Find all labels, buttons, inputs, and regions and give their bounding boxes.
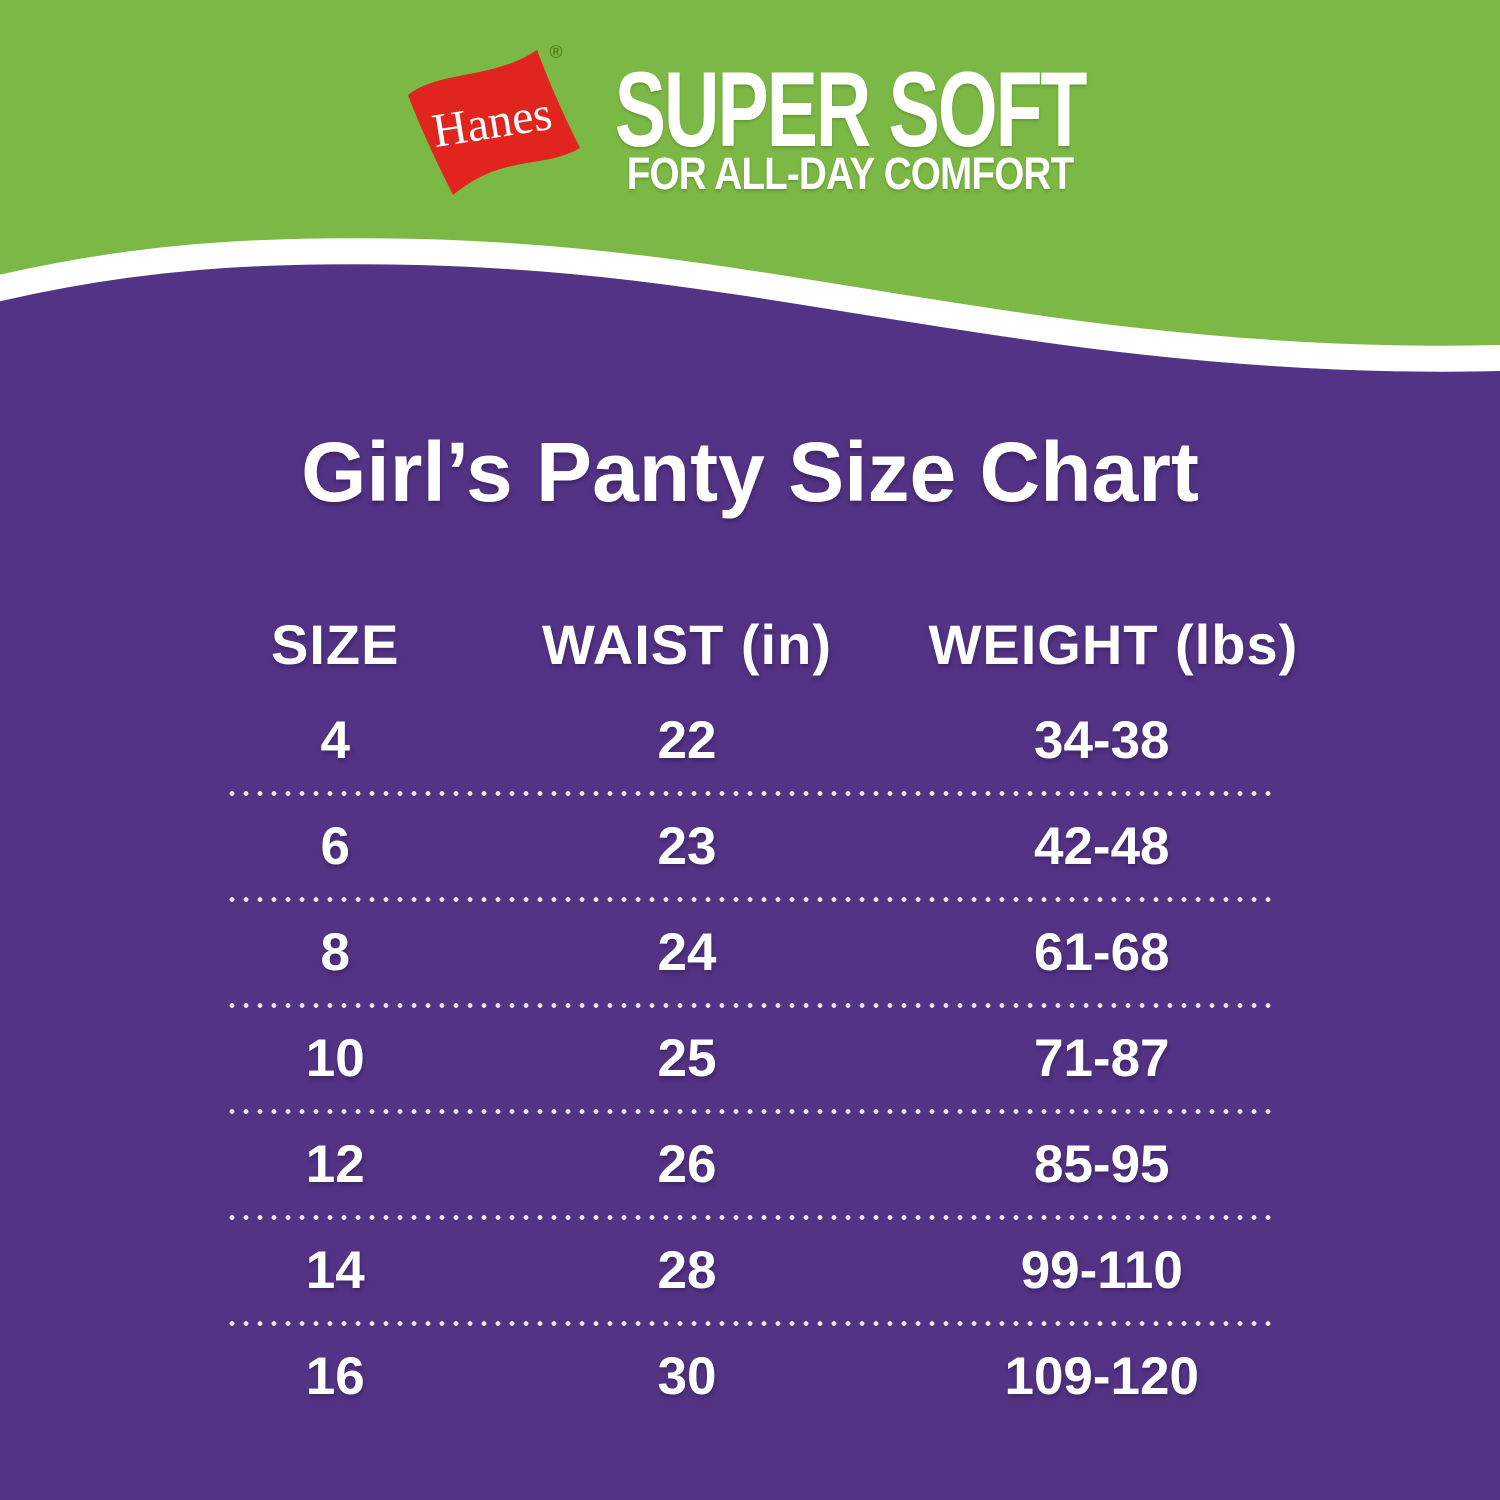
dotted-divider <box>225 1321 1275 1326</box>
cell-waist: 23 <box>657 817 717 876</box>
cell-weight: 85-95 <box>1033 1135 1170 1194</box>
dotted-divider <box>225 897 1275 902</box>
cell-size: 14 <box>305 1241 365 1300</box>
cell-weight: 61-68 <box>1033 923 1170 982</box>
dotted-divider <box>225 791 1275 796</box>
cell-waist: 25 <box>657 1029 717 1088</box>
dotted-divider <box>225 1003 1275 1008</box>
cell-waist: 30 <box>657 1347 717 1406</box>
page-title: Girl’s Panty Size Chart <box>301 425 1199 519</box>
table-row: 10 25 71-87 <box>225 1008 1275 1109</box>
cell-waist: 26 <box>657 1135 717 1194</box>
cell-size: 6 <box>320 817 350 876</box>
cell-waist: 28 <box>657 1241 717 1300</box>
table-row: 6 23 42-48 <box>225 796 1275 897</box>
size-table: SIZE WAIST (in) WEIGHT (lbs) 4 22 34-38 … <box>225 598 1299 1427</box>
cell-weight: 34-38 <box>1033 711 1170 770</box>
cell-size: 16 <box>305 1347 365 1406</box>
column-header-waist: WAIST (in) <box>542 612 832 676</box>
tagline-main: SUPER SOFT <box>614 49 1088 169</box>
table-row: 16 30 109-120 <box>225 1326 1275 1427</box>
column-header-weight: WEIGHT (lbs) <box>928 612 1299 676</box>
column-header-size: SIZE <box>271 612 400 676</box>
table-row: 12 26 85-95 <box>225 1114 1275 1215</box>
table-header-row: SIZE WAIST (in) WEIGHT (lbs) <box>225 598 1299 690</box>
table-row: 8 24 61-68 <box>225 902 1275 1003</box>
dotted-divider <box>225 1109 1275 1114</box>
cell-waist: 22 <box>657 711 717 770</box>
dotted-divider <box>225 1215 1275 1220</box>
hanes-logo: Hanes ® <box>408 42 580 195</box>
hanes-flag-icon <box>408 50 580 195</box>
cell-weight: 109-120 <box>1004 1347 1199 1406</box>
cell-size: 4 <box>320 711 350 770</box>
purple-section <box>0 264 1500 1500</box>
cell-weight: 71-87 <box>1033 1029 1170 1088</box>
tagline-sub: FOR ALL-DAY COMFORT <box>626 148 1074 199</box>
cell-weight: 99-110 <box>1020 1241 1183 1300</box>
table-row: 4 22 34-38 <box>225 690 1275 791</box>
cell-size: 12 <box>305 1135 365 1194</box>
cell-size: 8 <box>320 923 350 982</box>
cell-weight: 42-48 <box>1033 817 1170 876</box>
cell-size: 10 <box>305 1029 365 1088</box>
registered-trademark-icon: ® <box>549 42 562 62</box>
cell-waist: 24 <box>657 923 717 982</box>
wave-divider <box>0 238 1500 372</box>
table-row: 14 28 99-110 <box>225 1220 1275 1321</box>
